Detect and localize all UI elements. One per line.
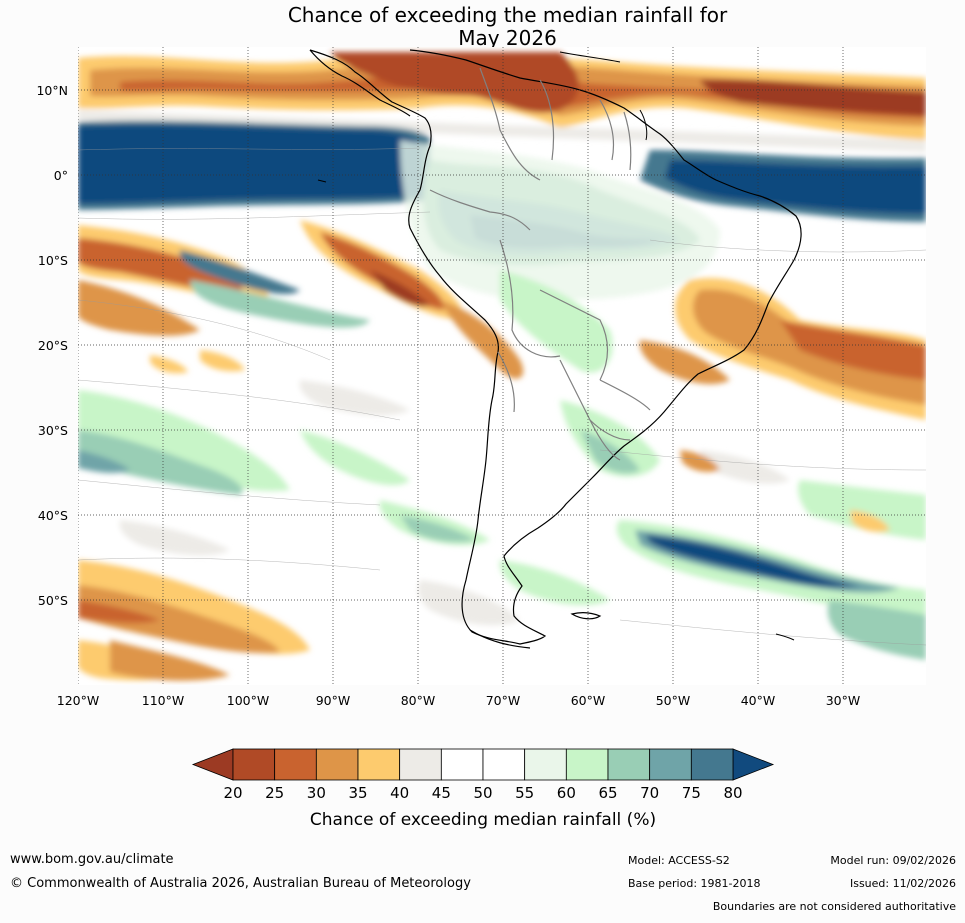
- website-link[interactable]: www.bom.gov.au/climate: [10, 852, 174, 867]
- colorbar-tick-label: 35: [348, 784, 367, 802]
- lon-label: 120°W: [57, 693, 99, 708]
- lon-label: 90°W: [316, 693, 351, 708]
- colorbar-tick-label: 40: [390, 784, 409, 802]
- colorbar-tick-label: 20: [223, 784, 242, 802]
- colorbar-segment: [607, 748, 651, 781]
- colorbar-segment: [649, 748, 692, 781]
- colorbar-segment: [399, 748, 442, 781]
- lon-label: 40°W: [741, 693, 776, 708]
- lat-label: 10°S: [38, 253, 68, 268]
- colorbar-label: Chance of exceeding median rainfall (%): [310, 810, 656, 830]
- lat-label: 0°: [54, 168, 68, 183]
- model-text: Model: ACCESS-S2: [628, 854, 730, 867]
- lat-label: 10°N: [36, 83, 68, 98]
- colorbar-tick-label: 70: [640, 784, 659, 802]
- colorbar-tick-label: 50: [473, 784, 492, 802]
- lon-label: 80°W: [401, 693, 436, 708]
- colorbar: [191, 748, 775, 781]
- colorbar-tick-label: 60: [557, 784, 576, 802]
- lat-label: 20°S: [38, 338, 68, 353]
- colorbar-tick-label: 45: [432, 784, 451, 802]
- colorbar-tick-label: 55: [515, 784, 534, 802]
- copyright-text: © Commonwealth of Australia 2026, Austra…: [10, 876, 471, 891]
- model-run-text: Model run: 09/02/2026: [830, 854, 956, 867]
- colorbar-segment: [482, 748, 526, 781]
- contour-lines: [78, 147, 926, 646]
- colorbar-segment: [690, 748, 734, 781]
- coastlines: [309, 49, 802, 649]
- latitude-labels: 10°N 0° 10°S 20°S 30°S 40°S 50°S: [36, 83, 68, 608]
- country-boundaries: [429, 67, 651, 461]
- map-title: Chance of exceeding the median rainfall …: [0, 4, 965, 50]
- longitude-labels: 120°W 110°W 100°W 90°W 80°W 70°W 60°W 50…: [57, 693, 860, 708]
- colorbar-segment: [315, 748, 359, 781]
- lat-label: 40°S: [38, 508, 68, 523]
- colorbar-tick-label: 30: [307, 784, 326, 802]
- lon-label: 100°W: [227, 693, 269, 708]
- colorbar-tick-label: 25: [265, 784, 284, 802]
- title-line-2: May 2026: [458, 26, 557, 50]
- lon-label: 30°W: [826, 693, 861, 708]
- issued-text: Issued: 11/02/2026: [849, 877, 956, 890]
- graticule: [78, 47, 926, 685]
- colorbar-tick-label: 65: [598, 784, 617, 802]
- rainfall-probability-field: [78, 47, 926, 685]
- colorbar-tick-label: 80: [723, 784, 742, 802]
- lat-label: 30°S: [38, 423, 68, 438]
- colorbar-segment: [440, 748, 484, 781]
- title-line-1: Chance of exceeding the median rainfall …: [287, 3, 728, 27]
- colorbar-segment: [357, 748, 401, 781]
- lon-label: 50°W: [656, 693, 691, 708]
- lon-label: 70°W: [486, 693, 521, 708]
- colorbar-over-arrow: [732, 748, 775, 781]
- colorbar-under-arrow: [191, 748, 234, 781]
- lon-label: 110°W: [142, 693, 184, 708]
- colorbar-segment: [565, 748, 609, 781]
- colorbar-segment: [274, 748, 317, 781]
- colorbar-tick-label: 75: [682, 784, 701, 802]
- disclaimer-text: Boundaries are not considered authoritat…: [712, 900, 956, 913]
- colorbar-segment: [232, 748, 276, 781]
- lat-label: 50°S: [38, 593, 68, 608]
- colorbar-segment: [524, 748, 567, 781]
- base-period-text: Base period: 1981-2018: [628, 877, 761, 890]
- colorbar-tick-labels: 20 25 30 35 40 45 50 55 60 65 70 75 80: [223, 784, 742, 802]
- lon-label: 60°W: [571, 693, 606, 708]
